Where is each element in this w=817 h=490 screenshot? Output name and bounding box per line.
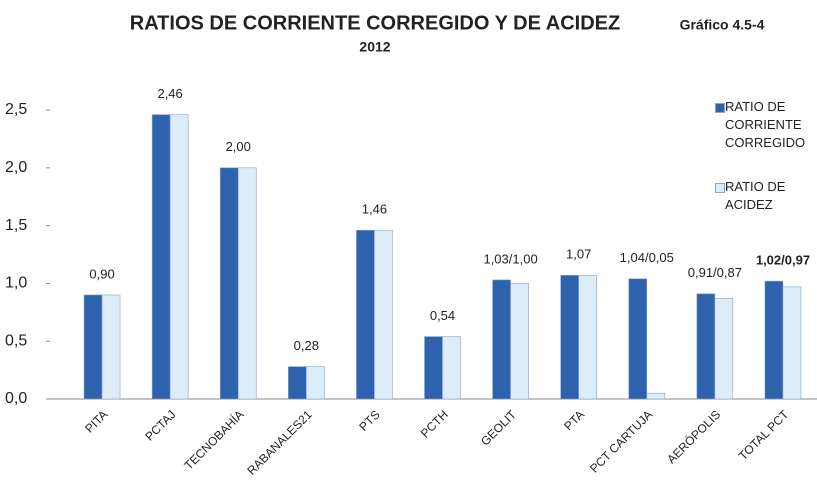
y-tick-label: 1,5 (5, 217, 27, 234)
data-label: 1,02/0,97 (756, 253, 810, 268)
bar (696, 293, 716, 400)
bar (510, 283, 529, 400)
data-label: 1,07 (566, 247, 591, 262)
legend-item: RATIO DE ACIDEZ (715, 178, 817, 214)
legend: RATIO DE CORRIENTE CORREGIDO RATIO DE ACI… (715, 98, 817, 240)
bar (628, 278, 648, 400)
x-tick-label: PTA (561, 407, 587, 433)
bar (442, 336, 461, 400)
data-label: 0,28 (294, 338, 319, 353)
y-tick-label: 2,0 (5, 159, 27, 176)
x-tick-label: RABANALES21 (244, 407, 315, 478)
bar (237, 167, 257, 400)
data-label: 2,00 (226, 139, 251, 154)
data-label: 1,03/1,00 (483, 251, 537, 266)
data-label: 1,46 (362, 202, 387, 217)
y-tick-label: 2,5 (5, 101, 27, 118)
bar (646, 392, 666, 400)
bar (169, 114, 189, 400)
x-tick-label: PCTH (418, 407, 451, 440)
bar (288, 366, 307, 400)
y-tick-label: 0,5 (5, 332, 27, 349)
x-tick-label: TECNOBAHÍA (181, 407, 247, 473)
legend-label: RATIO DE ACIDEZ (725, 179, 786, 212)
data-label: 0,90 (89, 266, 114, 281)
bar (219, 167, 239, 400)
data-label: 0,54 (430, 308, 455, 323)
bar (101, 294, 121, 400)
data-label: 2,46 (157, 86, 182, 101)
x-tick-label: PITA (82, 407, 110, 435)
legend-label: RATIO DE CORRIENTE CORREGIDO (725, 99, 806, 150)
x-tick-label: AERÓPOLIS (664, 407, 724, 467)
legend-item: RATIO DE CORRIENTE CORREGIDO (715, 98, 817, 152)
y-tick-label: 0,0 (5, 390, 27, 407)
bar (578, 275, 597, 400)
bar (782, 286, 802, 400)
data-label: 1,04/0,05 (620, 250, 674, 265)
annotation: Gráfico 4.5-4 (680, 17, 765, 33)
chart-subtitle: 2012 (359, 39, 390, 55)
bar (306, 366, 325, 400)
bar (374, 229, 393, 400)
bar (560, 275, 579, 400)
x-tick-label: PCT CARTUJA (587, 407, 655, 475)
y-tick-label: 1,0 (5, 275, 27, 292)
x-tick-label: TOTAL PCT (736, 407, 792, 463)
x-tick-label: PCTAJ (142, 407, 178, 443)
x-tick-label: GEOLIT (478, 407, 519, 448)
bar (492, 279, 511, 400)
legend-swatch (715, 103, 725, 113)
bar (151, 114, 171, 400)
bar (356, 229, 375, 400)
bar (83, 294, 103, 400)
bar (424, 336, 443, 400)
data-label: 0,91/0,87 (688, 265, 742, 280)
legend-swatch (715, 183, 725, 193)
chart-title: RATIOS DE CORRIENTE CORREGIDO Y DE ACIDE… (130, 12, 620, 34)
bar (764, 280, 784, 400)
x-tick-label: PTS (356, 407, 382, 433)
bar (714, 298, 734, 400)
